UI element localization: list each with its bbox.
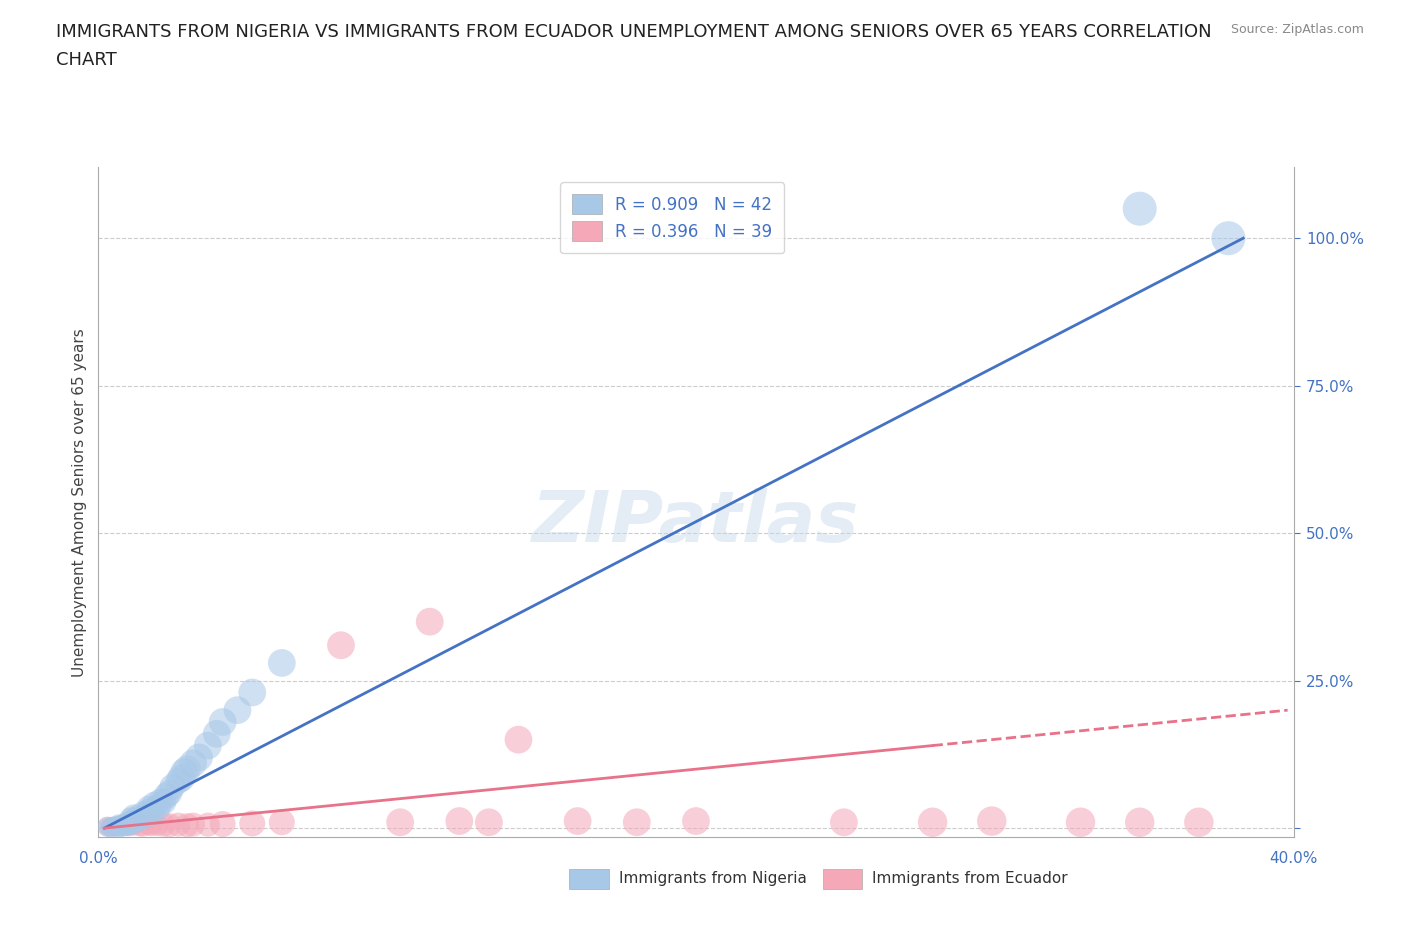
Point [132,806,155,821]
Point [132,818,155,833]
Point [152,794,174,809]
Point [120,812,142,827]
Point [98,820,121,835]
Point [197,738,219,753]
Point [108,817,131,832]
Point [117,819,139,834]
Point [122,809,145,824]
Point [419,614,441,629]
Point [125,810,148,825]
Point [122,818,145,833]
Point [138,800,160,815]
Point [270,656,292,671]
Point [98,819,121,834]
Point [1070,815,1092,830]
Point [211,817,233,831]
Point [567,814,589,829]
Point [205,726,228,741]
Point [270,815,292,830]
Point [1129,201,1152,216]
Point [226,703,249,718]
Point [173,764,195,779]
Point [138,817,160,832]
Text: 0.0%: 0.0% [79,851,118,866]
Point [170,771,193,786]
Text: CHART: CHART [56,51,117,69]
Y-axis label: Unemployment Among Seniors over 65 years: Unemployment Among Seniors over 65 years [72,328,87,677]
Legend: R = 0.909   N = 42, R = 0.396   N = 39: R = 0.909 N = 42, R = 0.396 N = 39 [560,182,785,253]
Point [141,806,163,821]
Point [117,817,139,832]
Point [155,789,177,804]
Point [980,814,1002,829]
FancyBboxPatch shape [823,869,862,889]
Text: Immigrants from Ecuador: Immigrants from Ecuador [872,871,1067,886]
Point [211,714,233,729]
Text: Source: ZipAtlas.com: Source: ZipAtlas.com [1230,23,1364,36]
Point [120,816,142,830]
Point [626,815,648,830]
Point [921,815,943,830]
Point [330,638,353,653]
Point [240,685,263,700]
Text: Immigrants from Nigeria: Immigrants from Nigeria [619,871,807,886]
Point [176,817,198,832]
Point [143,797,166,812]
Text: ZIPatlas: ZIPatlas [533,488,859,557]
Point [135,809,157,824]
Point [832,815,855,830]
Point [103,819,125,834]
Point [188,750,211,764]
Point [103,819,125,834]
Point [149,794,172,809]
Point [146,800,169,815]
Point [449,814,471,829]
Point [1188,815,1211,830]
Point [114,818,136,833]
Point [128,817,150,832]
Point [108,819,131,834]
Point [1218,231,1240,246]
Point [1129,815,1152,830]
Point [117,815,139,830]
Point [197,817,219,832]
Point [685,814,707,829]
Point [122,814,145,829]
Point [146,817,169,832]
Point [157,785,180,800]
Point [108,818,131,833]
Point [128,812,150,827]
Point [141,817,163,832]
Point [152,817,174,832]
Point [111,818,134,833]
Point [96,819,118,834]
Point [162,779,184,794]
Text: IMMIGRANTS FROM NIGERIA VS IMMIGRANTS FROM ECUADOR UNEMPLOYMENT AMONG SENIORS OV: IMMIGRANTS FROM NIGERIA VS IMMIGRANTS FR… [56,23,1212,41]
Point [240,816,263,830]
Point [181,756,204,771]
Point [114,817,136,832]
Point [111,819,134,834]
Point [176,762,198,777]
Point [167,817,190,832]
Point [138,803,160,817]
Point [478,815,501,830]
FancyBboxPatch shape [569,869,609,889]
Point [389,815,412,830]
Point [181,817,204,832]
Point [508,732,530,747]
Text: 40.0%: 40.0% [1270,851,1317,866]
Point [167,774,190,789]
Point [96,819,118,834]
Point [120,817,142,832]
Point [105,819,128,834]
Point [105,819,128,834]
Point [157,817,180,832]
